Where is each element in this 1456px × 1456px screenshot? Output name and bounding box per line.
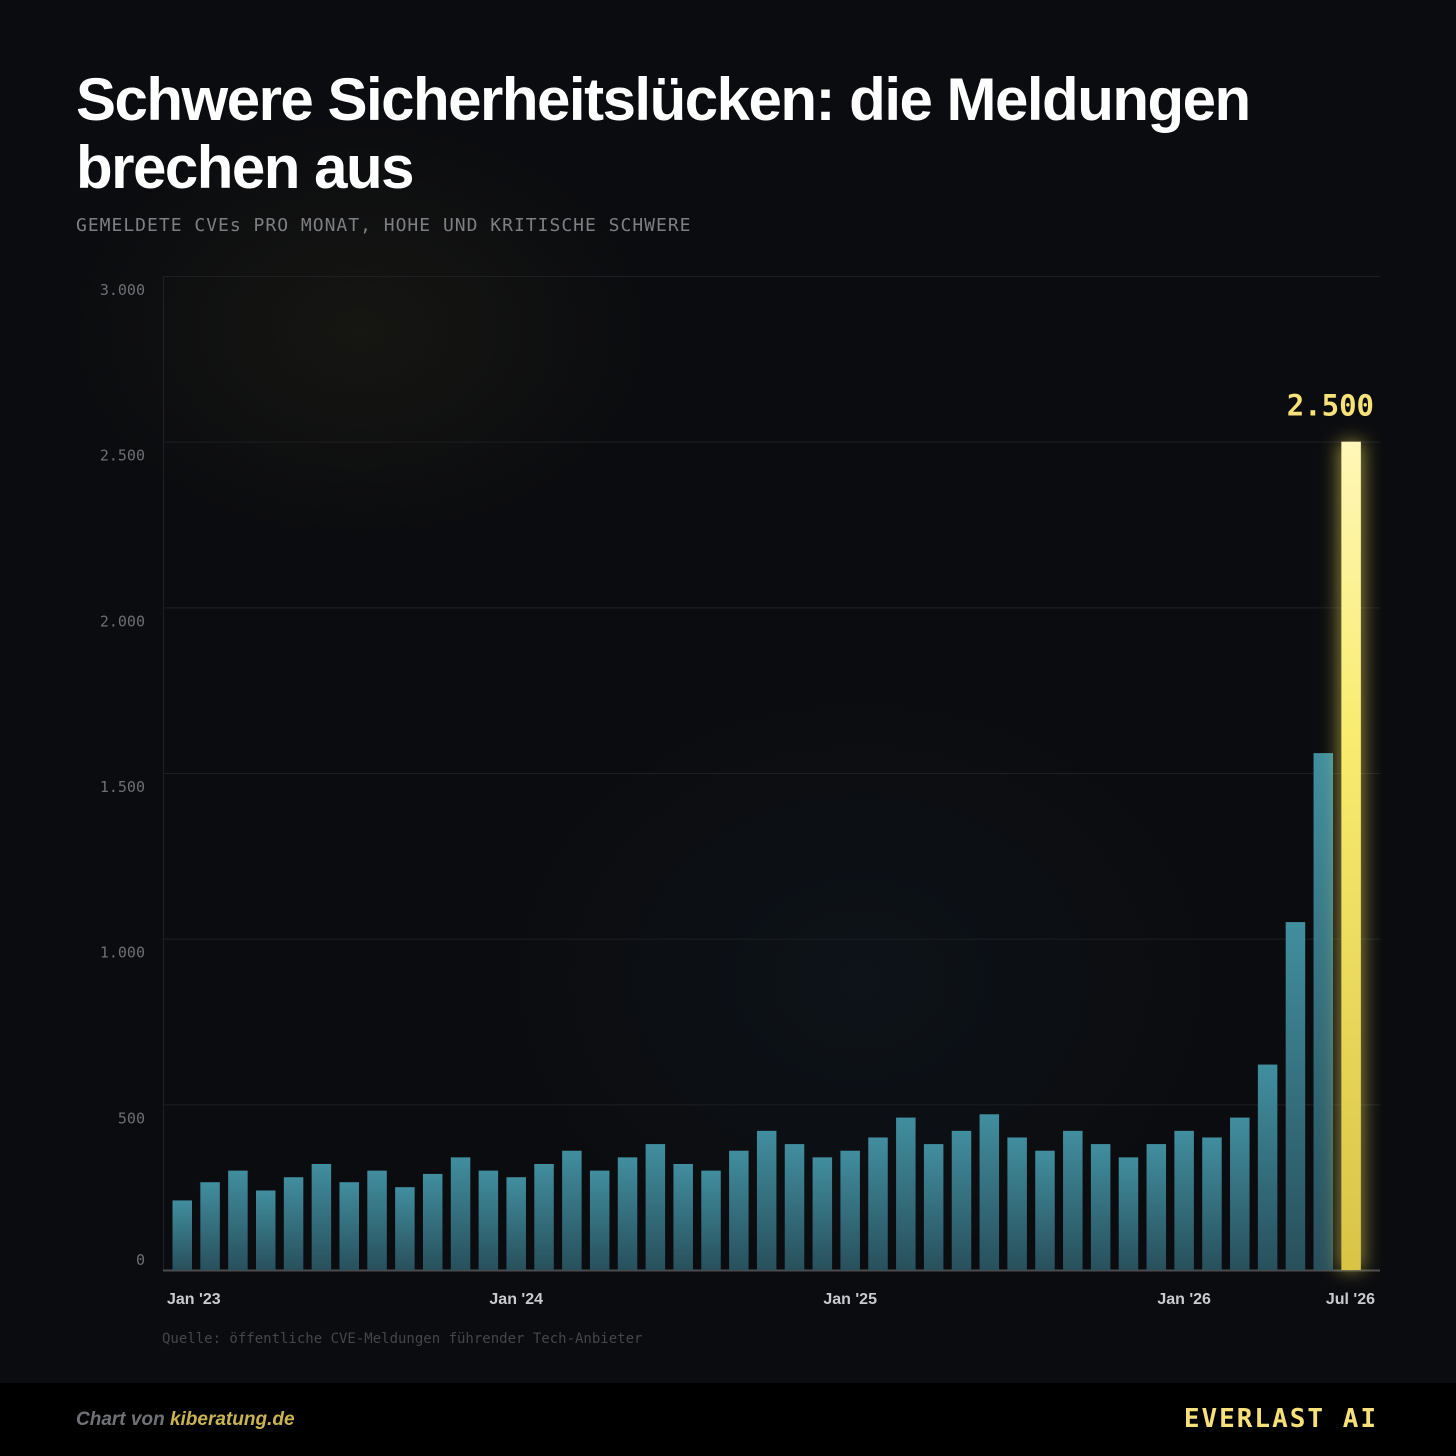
grid-lines bbox=[163, 276, 1380, 1272]
x-tick-label: Jan '26 bbox=[1157, 1291, 1211, 1308]
highlight-value-label: 2.500 bbox=[1287, 389, 1374, 423]
bar bbox=[979, 1114, 1000, 1270]
bar bbox=[1007, 1137, 1027, 1270]
bar bbox=[339, 1182, 359, 1270]
chart-credit: Chart von kiberatung.de bbox=[76, 1409, 295, 1431]
x-tick-label: Jan '24 bbox=[489, 1291, 543, 1308]
bar bbox=[506, 1177, 526, 1270]
bar bbox=[756, 1130, 777, 1270]
footer-bar: Chart von kiberatung.de EVERLAST AI bbox=[0, 1383, 1456, 1456]
bar bbox=[1035, 1150, 1055, 1270]
bar bbox=[784, 1144, 805, 1270]
bar bbox=[422, 1173, 443, 1270]
credit-prefix: Chart von bbox=[76, 1409, 170, 1430]
bar bbox=[1230, 1117, 1250, 1270]
bar bbox=[172, 1200, 192, 1270]
bar bbox=[1202, 1137, 1222, 1270]
brand-logo-text: EVERLAST AI bbox=[1183, 1404, 1378, 1434]
bar bbox=[1313, 753, 1334, 1270]
bar bbox=[450, 1157, 471, 1270]
y-tick-label: 2.000 bbox=[100, 612, 145, 630]
bar bbox=[1118, 1157, 1139, 1270]
bar bbox=[868, 1137, 888, 1270]
bar bbox=[255, 1190, 276, 1270]
credit-site-link[interactable]: kiberatung.de bbox=[169, 1409, 295, 1430]
x-tick-label: Jan '25 bbox=[823, 1291, 877, 1308]
bar bbox=[1063, 1130, 1083, 1270]
bar bbox=[617, 1157, 638, 1270]
bar bbox=[1146, 1144, 1167, 1270]
bars bbox=[172, 441, 1364, 1271]
bar bbox=[896, 1117, 916, 1270]
bar bbox=[311, 1163, 332, 1270]
bar bbox=[367, 1170, 387, 1270]
y-tick-label: 1.000 bbox=[100, 944, 145, 962]
bar bbox=[729, 1150, 749, 1270]
y-axis-ticks: 0 500 1.000 1.500 2.000 2.500 3.000 bbox=[100, 281, 145, 1269]
bar bbox=[1257, 1064, 1278, 1270]
bar bbox=[395, 1187, 415, 1270]
bar bbox=[840, 1150, 860, 1270]
bar bbox=[1174, 1130, 1194, 1270]
source-note: Quelle: öffentliche CVE-Meldungen führen… bbox=[162, 1331, 643, 1347]
bar bbox=[200, 1182, 220, 1270]
bar bbox=[562, 1150, 582, 1270]
bar bbox=[923, 1144, 944, 1270]
bar bbox=[812, 1157, 833, 1270]
bar bbox=[701, 1170, 721, 1270]
chart-subtitle: GEMELDETE CVEs PRO MONAT, HOHE UND KRITI… bbox=[76, 215, 692, 236]
bar bbox=[228, 1170, 248, 1270]
highlight-bar bbox=[1341, 441, 1361, 1271]
bar bbox=[589, 1170, 610, 1270]
y-tick-label: 2.500 bbox=[100, 447, 145, 465]
bar bbox=[283, 1177, 304, 1270]
y-tick-label: 3.000 bbox=[100, 281, 145, 299]
bar bbox=[1285, 922, 1306, 1270]
x-axis-ticks: Jan '23 Jan '24 Jan '25 Jan '26 Jul '26 bbox=[167, 1291, 1375, 1308]
x-tick-label: Jul '26 bbox=[1326, 1291, 1375, 1308]
y-tick-label: 0 bbox=[136, 1251, 145, 1269]
y-tick-label: 1.500 bbox=[100, 778, 145, 796]
x-tick-label: Jan '23 bbox=[167, 1291, 221, 1308]
bar bbox=[478, 1170, 499, 1270]
data-labels: 2.500 bbox=[1287, 389, 1374, 423]
chart-title: Schwere Sicherheitslücken: die Meldungen… bbox=[76, 66, 1251, 201]
bar bbox=[673, 1163, 693, 1270]
bar bbox=[951, 1130, 972, 1270]
bar bbox=[645, 1144, 666, 1270]
y-tick-label: 500 bbox=[118, 1109, 145, 1127]
bar bbox=[534, 1163, 554, 1270]
bar bbox=[1090, 1144, 1111, 1270]
